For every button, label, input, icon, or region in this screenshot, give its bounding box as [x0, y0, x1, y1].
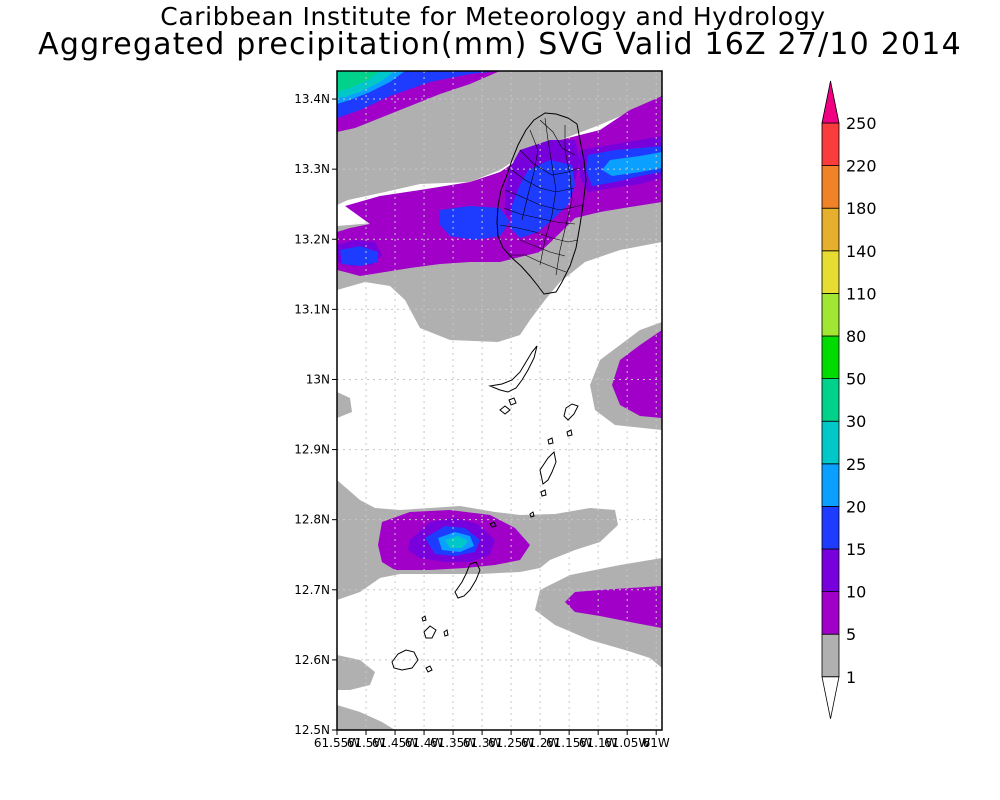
- lon-tick-label: 61.25W: [488, 736, 534, 750]
- legend-underflow-arrow: [821, 676, 840, 719]
- legend-label: 180: [846, 199, 877, 218]
- island-canouan: [539, 450, 557, 485]
- lat-tick-label: 12.7N: [294, 583, 330, 597]
- island-petite-martinique: [391, 649, 419, 671]
- lon-tick-label: 61.3W: [463, 736, 502, 750]
- legend-label: 80: [846, 327, 866, 346]
- grid-lines: [337, 71, 662, 730]
- legend-color-band: [821, 463, 840, 507]
- legend-label: 25: [846, 455, 866, 474]
- longitude-axis: 61.55W61.5W61.45W61.4W61.35W61.3W61.25W6…: [314, 730, 670, 750]
- legend-color-band: [821, 207, 840, 252]
- island-islet-5: [540, 489, 547, 497]
- legend-label: 5: [846, 625, 856, 644]
- lat-tick-label: 12.5N: [294, 723, 330, 737]
- legend-color-band: [821, 633, 840, 678]
- island-bequia: [488, 345, 538, 393]
- legend-overflow-arrow: [821, 80, 840, 124]
- legend-label: 1: [846, 668, 856, 687]
- legend-color-band: [821, 378, 840, 422]
- lat-tick-label: 13N: [306, 372, 330, 386]
- lon-tick-label: 61.2W: [521, 736, 560, 750]
- lon-tick-label: 61.1W: [579, 736, 618, 750]
- island-coastlines: [391, 112, 587, 673]
- island-islet-1: [499, 405, 511, 415]
- island-islet-8: [423, 625, 437, 639]
- legend-color-band: [821, 165, 840, 209]
- lon-tick-label: 61.35W: [430, 736, 476, 750]
- island-st-vincent-detail: [499, 117, 584, 276]
- legend-label: 220: [846, 157, 877, 176]
- legend-label: 10: [846, 583, 866, 602]
- plot-frame: [336, 70, 663, 731]
- precip-30-50mm-areas: [337, 71, 380, 92]
- island-islet-6: [529, 511, 535, 518]
- legend-color-band: [821, 292, 840, 337]
- island-islet-11: [425, 665, 433, 673]
- legend-color-band: [821, 250, 840, 294]
- lat-tick-label: 13.2N: [294, 232, 330, 246]
- lon-tick-label: 61.15W: [546, 736, 592, 750]
- island-islet-3: [566, 429, 573, 437]
- lat-tick-label: 12.9N: [294, 443, 330, 457]
- island-mustique: [563, 403, 579, 421]
- product-title: Aggregated precipitation(mm) SVG Valid 1…: [38, 27, 962, 62]
- legend-label: 30: [846, 412, 866, 431]
- lat-tick-label: 12.8N: [294, 513, 330, 527]
- island-islet-7: [489, 521, 497, 528]
- latitude-axis: 12.5N 12.6N 12.7N 12.8N 12.9N 13N 13.1N 13.2N 13…: [294, 92, 337, 737]
- legend-label: 140: [846, 242, 877, 261]
- lat-tick-label: 13.3N: [294, 162, 330, 176]
- lat-tick-label: 13.4N: [294, 92, 330, 106]
- legend-color-band: [821, 335, 840, 379]
- lon-tick-label: 61.55W: [314, 736, 360, 750]
- legend-label: 110: [846, 284, 877, 303]
- organization-title: Caribbean Institute for Meteorology and …: [160, 2, 826, 31]
- legend-label: 15: [846, 540, 866, 559]
- legend-label: 50: [846, 370, 866, 389]
- legend-color-band: [821, 591, 840, 635]
- lon-tick-label: 61W: [643, 736, 670, 750]
- lon-tick-label: 61.05W: [604, 736, 650, 750]
- lat-tick-label: 12.6N: [294, 653, 330, 667]
- island-carriacou: [454, 561, 481, 599]
- lon-tick-label: 61.4W: [405, 736, 444, 750]
- island-islet-2: [508, 397, 517, 406]
- lon-tick-label: 61.45W: [372, 736, 418, 750]
- legend-label: 250: [846, 114, 877, 133]
- island-islet-10: [421, 615, 427, 622]
- lat-tick-label: 13.1N: [294, 302, 330, 316]
- legend-color-band: [821, 548, 840, 592]
- legend-color-band: [821, 420, 840, 465]
- island-islet-4: [547, 437, 554, 445]
- legend-color-band: [821, 505, 840, 550]
- legend-color-band: [821, 122, 840, 166]
- island-islet-9: [443, 629, 449, 637]
- legend-label: 20: [846, 497, 866, 516]
- lon-tick-label: 61.5W: [347, 736, 386, 750]
- island-st-vincent: [496, 112, 587, 295]
